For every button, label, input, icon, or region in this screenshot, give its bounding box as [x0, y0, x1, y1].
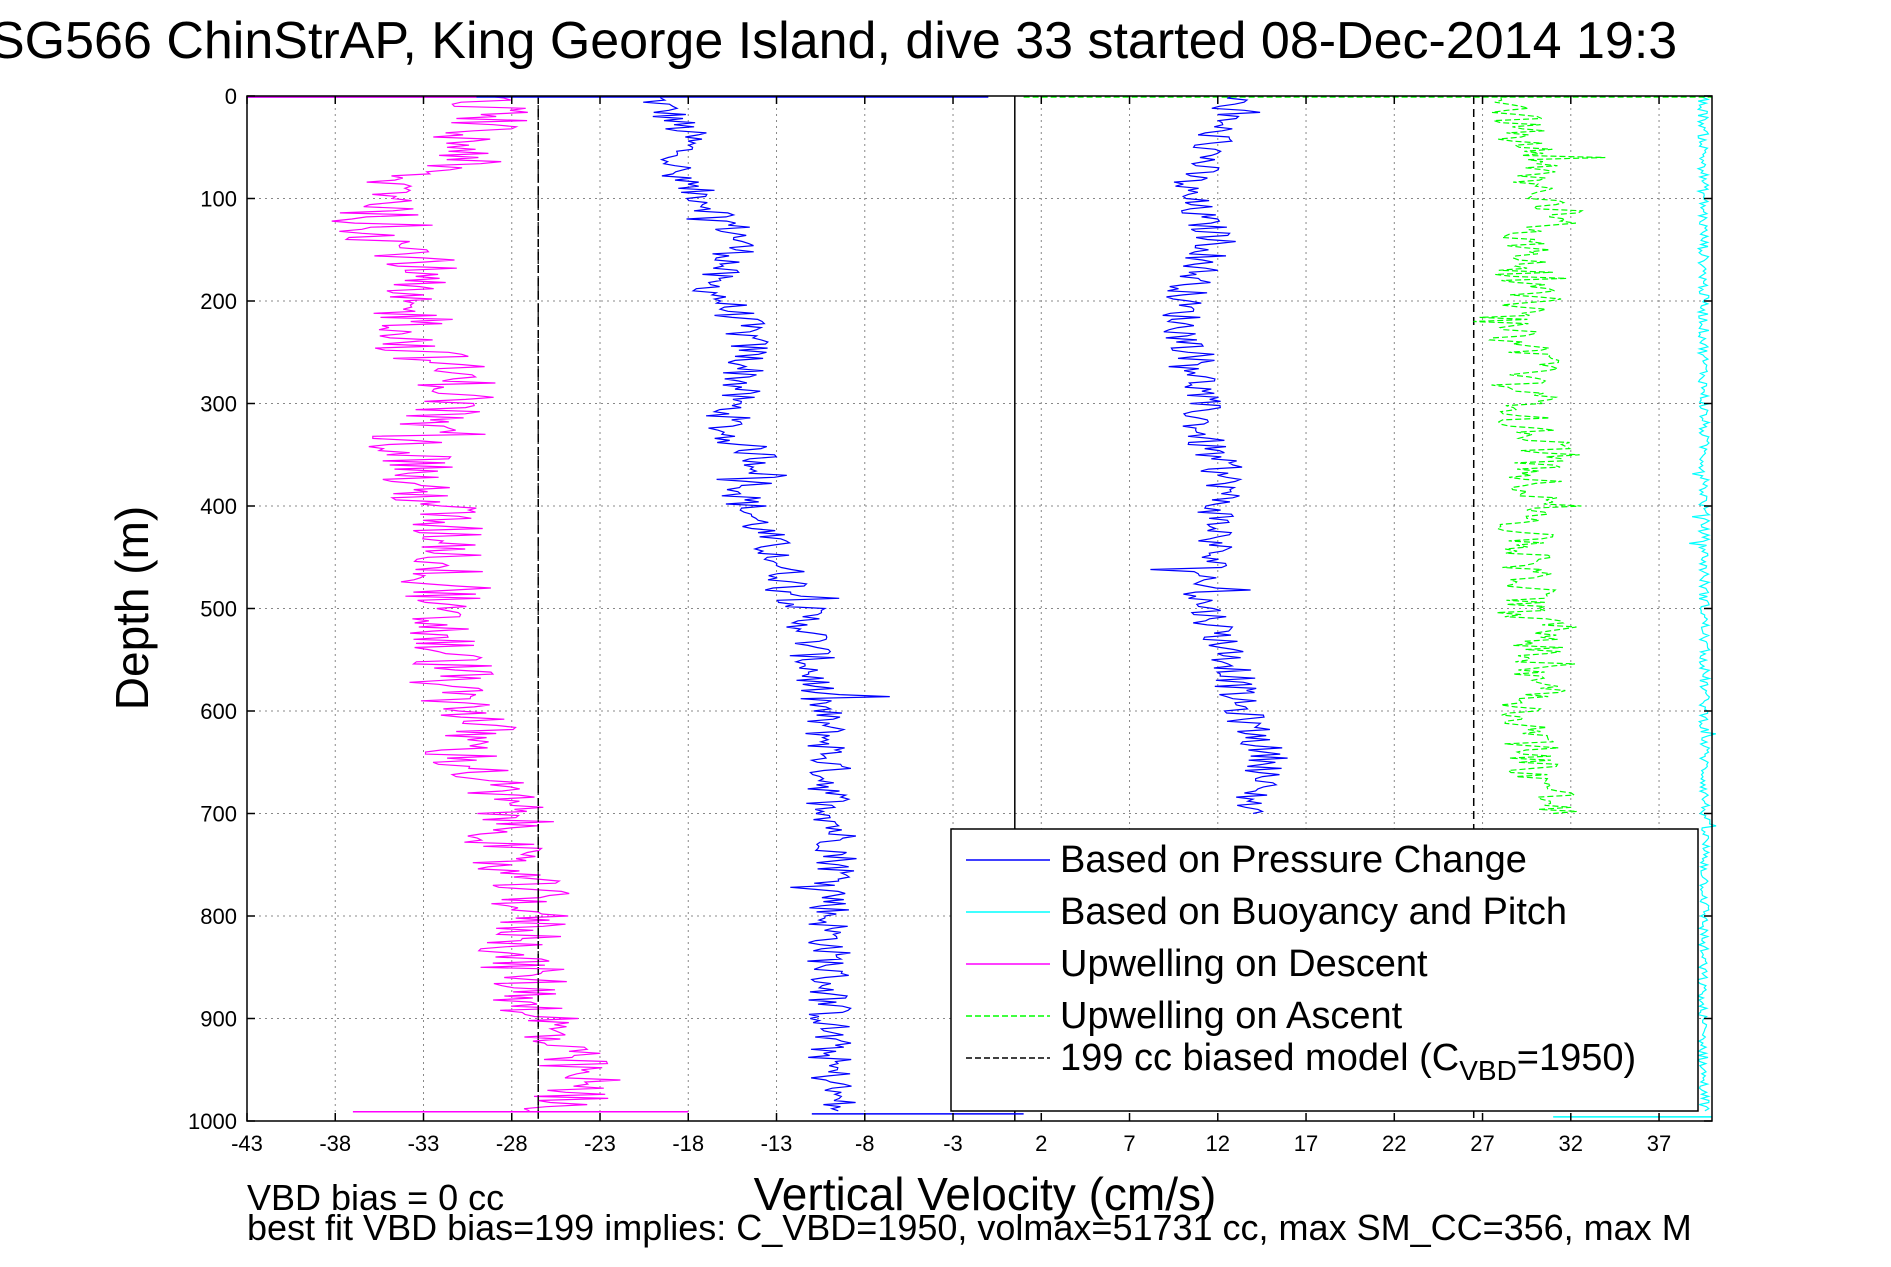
series-line-0 [643, 95, 890, 1112]
x-tick-label: 2 [1035, 1131, 1047, 1156]
x-tick-label: -33 [408, 1131, 440, 1156]
legend-label: Based on Buoyancy and Pitch [1060, 891, 1567, 933]
legend-label-subscript: VBD [1459, 1055, 1517, 1086]
x-tick-label: -28 [496, 1131, 528, 1156]
y-axis-ticks: 0 100 200 300 400 500 600 700 800 900 1000 [188, 84, 1712, 1134]
y-tick-label: 200 [200, 289, 237, 314]
series-line-3 [331, 95, 621, 1112]
legend-label-main: 199 cc biased model (C [1060, 1037, 1459, 1079]
best-fit-annotation: best fit VBD bias=199 implies: C_VBD=195… [247, 1207, 1692, 1248]
x-tick-label: 27 [1470, 1131, 1494, 1156]
x-axis-label: Vertical Velocity (cm/s) [754, 1168, 1217, 1220]
series-line-4 [1473, 95, 1606, 815]
y-tick-label: 100 [200, 187, 237, 212]
x-tick-label: -8 [855, 1131, 875, 1156]
x-tick-label: -13 [761, 1131, 793, 1156]
legend-box [950, 828, 1699, 1112]
y-tick-label: 0 [225, 84, 237, 109]
legend-label-tail: =1950) [1517, 1037, 1636, 1079]
x-axis-ticks: -43 -38 -33 -28 -23 -18 -13 -8 -3 2 7 12 17 22 27 32 37 [231, 96, 1671, 1156]
y-tick-label: 300 [200, 392, 237, 417]
x-tick-label: -23 [584, 1131, 616, 1156]
y-tick-label: 700 [200, 802, 237, 827]
y-tick-label: 600 [200, 699, 237, 724]
x-tick-label: 7 [1123, 1131, 1135, 1156]
y-tick-label: 900 [200, 1007, 237, 1032]
legend-label: Based on Pressure Change [1060, 839, 1527, 881]
y-axis-label: Depth (m) [106, 506, 158, 710]
x-tick-label: 22 [1382, 1131, 1406, 1156]
legend: Based on Pressure Change Based on Buoyanc… [950, 828, 1699, 1112]
x-tick-label: 12 [1206, 1131, 1230, 1156]
x-tick-label: 32 [1559, 1131, 1583, 1156]
y-tick-label: 500 [200, 597, 237, 622]
legend-label: 199 cc biased model (CVBD=1950) [1060, 1037, 1636, 1086]
legend-label: Upwelling on Descent [1060, 943, 1428, 985]
vbd-bias-annotation: VBD bias = 0 cc [247, 1177, 504, 1218]
x-tick-label: -38 [319, 1131, 351, 1156]
x-tick-label: -43 [231, 1131, 263, 1156]
x-tick-label: 17 [1294, 1131, 1318, 1156]
chart-title: SG566 ChinStrAP, King George Island, div… [0, 12, 1677, 70]
series-line-1 [1150, 95, 1288, 815]
x-tick-label: -18 [672, 1131, 704, 1156]
x-tick-label: -3 [943, 1131, 963, 1156]
x-tick-label: 37 [1647, 1131, 1671, 1156]
series-line-2 [1689, 95, 1717, 1112]
y-tick-label: 1000 [188, 1109, 237, 1134]
y-tick-label: 400 [200, 494, 237, 519]
y-tick-label: 800 [200, 904, 237, 929]
legend-label: Upwelling on Ascent [1060, 995, 1403, 1037]
